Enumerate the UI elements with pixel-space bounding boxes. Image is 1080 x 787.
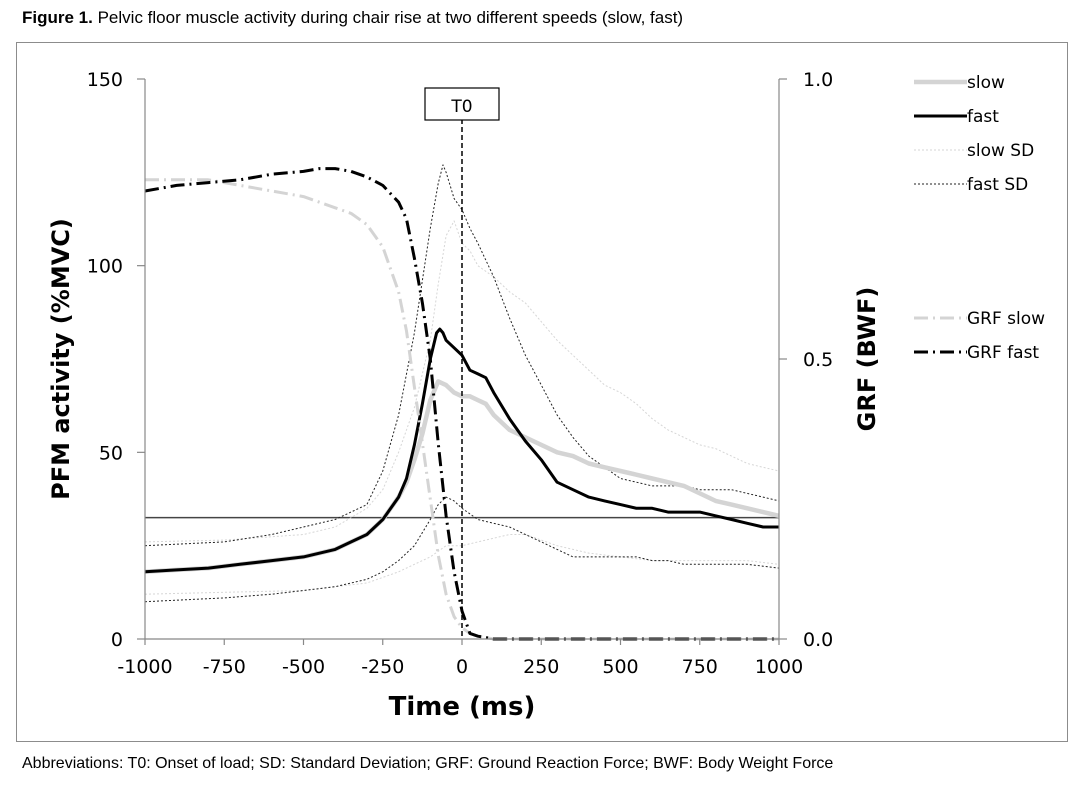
y2-tick-label: 0.5 — [803, 349, 833, 371]
x-tick-label: 500 — [602, 656, 638, 678]
series-fast-line — [144, 327, 779, 574]
t0-label: T0 — [450, 97, 472, 117]
legend-label: fast — [967, 107, 999, 127]
chart-frame: -1000 -750 -500 -250 0 250 500 750 1000 0 50 100 150… — [16, 42, 1068, 742]
y-tick-label: 100 — [87, 256, 123, 278]
x-tick-label: -500 — [282, 656, 325, 678]
figure-label: Figure 1. — [22, 8, 93, 27]
x-tick-label: 1000 — [755, 656, 803, 678]
y2-tick-label: 1.0 — [803, 69, 833, 91]
figure-caption: Figure 1. Pelvic floor muscle activity d… — [22, 8, 683, 28]
series-slow-sd-line — [144, 534, 780, 595]
x-tick-label: -1000 — [117, 656, 172, 678]
x-tick-label: 0 — [456, 656, 468, 678]
y-tick-label: 0 — [111, 629, 123, 651]
y2-tick-label: 0.0 — [803, 629, 833, 651]
legend-label: slow — [967, 73, 1005, 93]
y-tick-label: 50 — [99, 442, 123, 464]
t0-label-box — [424, 87, 500, 121]
y-axis-title: PFM activity (%MVC) — [47, 218, 75, 500]
x-axis-title: Time (ms) — [389, 692, 536, 722]
footnote: Abbreviations: T0: Onset of load; SD: St… — [22, 755, 834, 772]
y-tick-label: 150 — [87, 69, 123, 91]
x-tick-label: -750 — [203, 656, 246, 678]
y2-axis-title: GRF (BWF) — [853, 287, 881, 432]
x-tick-label: -250 — [361, 656, 404, 678]
series-grf-fast-line — [144, 167, 779, 641]
line-chart: -1000 -750 -500 -250 0 250 500 750 1000 0 50 100 150… — [47, 69, 1045, 722]
x-tick-label: 750 — [682, 656, 718, 678]
series-fast-sd-line — [144, 496, 780, 603]
legend-label: slow SD — [967, 141, 1034, 161]
legend-label: fast SD — [967, 175, 1028, 195]
legend-label: GRF slow — [967, 309, 1045, 329]
legend-label: GRF fast — [967, 343, 1039, 363]
x-tick-label: 250 — [523, 656, 559, 678]
figure-caption-text: Pelvic floor muscle activity during chai… — [97, 8, 684, 27]
series-slow-sd-line — [144, 220, 780, 543]
series-grf-slow-line — [145, 178, 779, 641]
